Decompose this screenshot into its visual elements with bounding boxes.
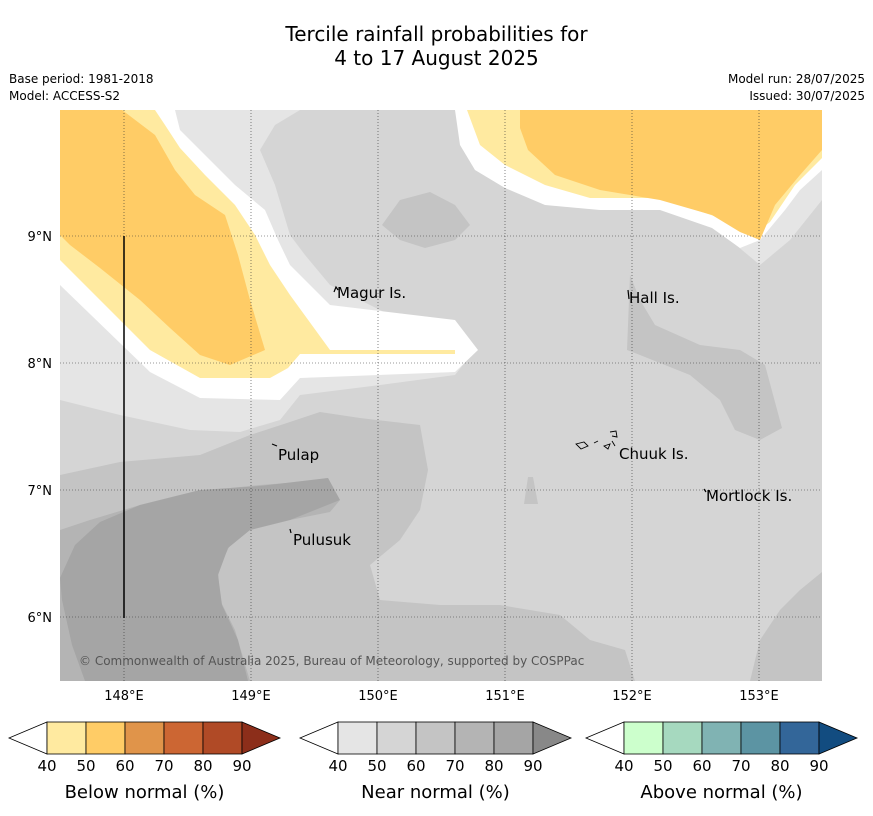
- lat-tick-label: 6°N: [28, 611, 53, 626]
- colorbar-tick-label: 70: [154, 757, 173, 775]
- colorbar-segment: [337, 721, 378, 755]
- colorbar-tick-label: 50: [653, 757, 672, 775]
- model-run-date: Model run: 28/07/2025: [727, 72, 865, 86]
- mortlock-island-marker: [703, 488, 707, 493]
- colorbar-tick-label: 60: [692, 757, 711, 775]
- model-name: Model: ACCESS-S2: [9, 89, 121, 103]
- colorbar-tick-label: 50: [367, 757, 386, 775]
- colorbar-tick-label: 70: [445, 757, 464, 775]
- below-normal-50-region-west: [60, 110, 265, 365]
- label-pulap: Pulap: [278, 446, 319, 464]
- colorbar-segment: [202, 721, 243, 755]
- lon-tick-label: 153°E: [739, 689, 779, 704]
- above-normal-colorbar: 40 50 60 70 80 90 Above normal (%): [584, 721, 859, 803]
- near-normal-80-region: [60, 478, 340, 681]
- lon-tick-label: 148°E: [104, 689, 144, 704]
- colorbar-tick-label: 40: [37, 757, 56, 775]
- lon-tick-label: 150°E: [358, 689, 398, 704]
- colorbar-arrow-high: [818, 721, 859, 755]
- colorbar-segment: [124, 721, 165, 755]
- colorbar-tick-label: 60: [115, 757, 134, 775]
- colorbar-arrow-low: [7, 721, 48, 755]
- colorbar-tick-label: 40: [614, 757, 633, 775]
- colorbar-segment: [493, 721, 534, 755]
- near-normal-colorbar: 40 50 60 70 80 90 Near normal (%): [298, 721, 573, 803]
- title-line-1: Tercile rainfall probabilities for: [285, 22, 588, 46]
- colorbar-tick-label: 80: [770, 757, 789, 775]
- colorbar-legend: 40 50 60 70 80 90 Below normal (%) 40 50 60 70 80 90…: [7, 721, 859, 803]
- map-title: Tercile rainfall probabilities for 4 to …: [0, 22, 873, 70]
- hall-island-marker: [627, 289, 630, 300]
- map-area: Magur Is. Hall Is. Pulap Chuuk Is. Mortl…: [60, 110, 822, 681]
- colorbar-tick-label: 50: [76, 757, 95, 775]
- meta-left: Base period: 1981-2018 Model: ACCESS-S2: [9, 71, 154, 105]
- near-normal-60-region-center: [382, 192, 470, 248]
- colorbar-segment: [85, 721, 126, 755]
- colorbar-segment: [740, 721, 781, 755]
- colorbar-title: Below normal (%): [65, 782, 225, 803]
- lon-tick-label: 151°E: [485, 689, 525, 704]
- colorbar-tick-label: 90: [809, 757, 828, 775]
- lat-tick-label: 9°N: [28, 230, 53, 245]
- below-normal-colorbar: 40 50 60 70 80 90 Below normal (%): [7, 721, 282, 803]
- colorbar-segment: [701, 721, 742, 755]
- label-hall: Hall Is.: [629, 289, 680, 307]
- lon-tick-label: 152°E: [612, 689, 652, 704]
- pulusuk-island-marker: [289, 528, 292, 534]
- latitude-tick-labels: 9°N 8°N 7°N 6°N: [28, 230, 53, 626]
- base-period: Base period: 1981-2018: [9, 72, 154, 86]
- lon-tick-label: 149°E: [231, 689, 271, 704]
- pulap-island-marker: [271, 443, 278, 447]
- colorbar-title: Above normal (%): [640, 782, 802, 803]
- colorbar-segment: [376, 721, 417, 755]
- colorbar-segment: [662, 721, 703, 755]
- near-normal-60-region-east: [627, 275, 782, 440]
- colorbar-tick-label: 40: [328, 757, 347, 775]
- label-chuuk: Chuuk Is.: [619, 445, 688, 463]
- colorbar-segment: [623, 721, 664, 755]
- meta-right: Model run: 28/07/2025 Issued: 30/07/2025: [728, 71, 865, 105]
- below-normal-50-region-east: [520, 110, 822, 240]
- colorbar-tick-label: 80: [193, 757, 212, 775]
- label-magur: Magur Is.: [337, 284, 406, 302]
- colorbar-segment: [415, 721, 456, 755]
- label-mortlock: Mortlock Is.: [706, 487, 792, 505]
- colorbar-tick-label: 60: [406, 757, 425, 775]
- near-normal-60-region-southeast: [750, 572, 822, 681]
- colorbar-segment: [46, 721, 87, 755]
- colorbar-segment: [454, 721, 495, 755]
- colorbar-arrow-low: [584, 721, 625, 755]
- longitude-tick-labels: 148°E 149°E 150°E 151°E 152°E 153°E: [104, 689, 779, 704]
- title-line-2: 4 to 17 August 2025: [334, 46, 539, 70]
- credit-text: © Commonwealth of Australia 2025, Bureau…: [79, 654, 584, 668]
- colorbar-segment: [163, 721, 204, 755]
- issued-date: Issued: 30/07/2025: [749, 89, 865, 103]
- lat-tick-label: 7°N: [28, 484, 53, 499]
- colorbar-tick-label: 90: [523, 757, 542, 775]
- colorbar-title: Near normal (%): [361, 782, 510, 803]
- magur-island-marker: [333, 285, 339, 293]
- colorbar-arrow-high: [241, 721, 282, 755]
- colorbar-tick-label: 80: [484, 757, 503, 775]
- near-normal-60-sliver: [524, 477, 538, 504]
- colorbar-tick-label: 70: [731, 757, 750, 775]
- colorbar-segment: [779, 721, 820, 755]
- label-pulusuk: Pulusuk: [293, 531, 351, 549]
- lat-tick-label: 8°N: [28, 357, 53, 372]
- colorbar-arrow-high: [532, 721, 573, 755]
- chuuk-island-marker: [575, 430, 618, 450]
- colorbar-tick-label: 90: [232, 757, 251, 775]
- colorbar-arrow-low: [298, 721, 339, 755]
